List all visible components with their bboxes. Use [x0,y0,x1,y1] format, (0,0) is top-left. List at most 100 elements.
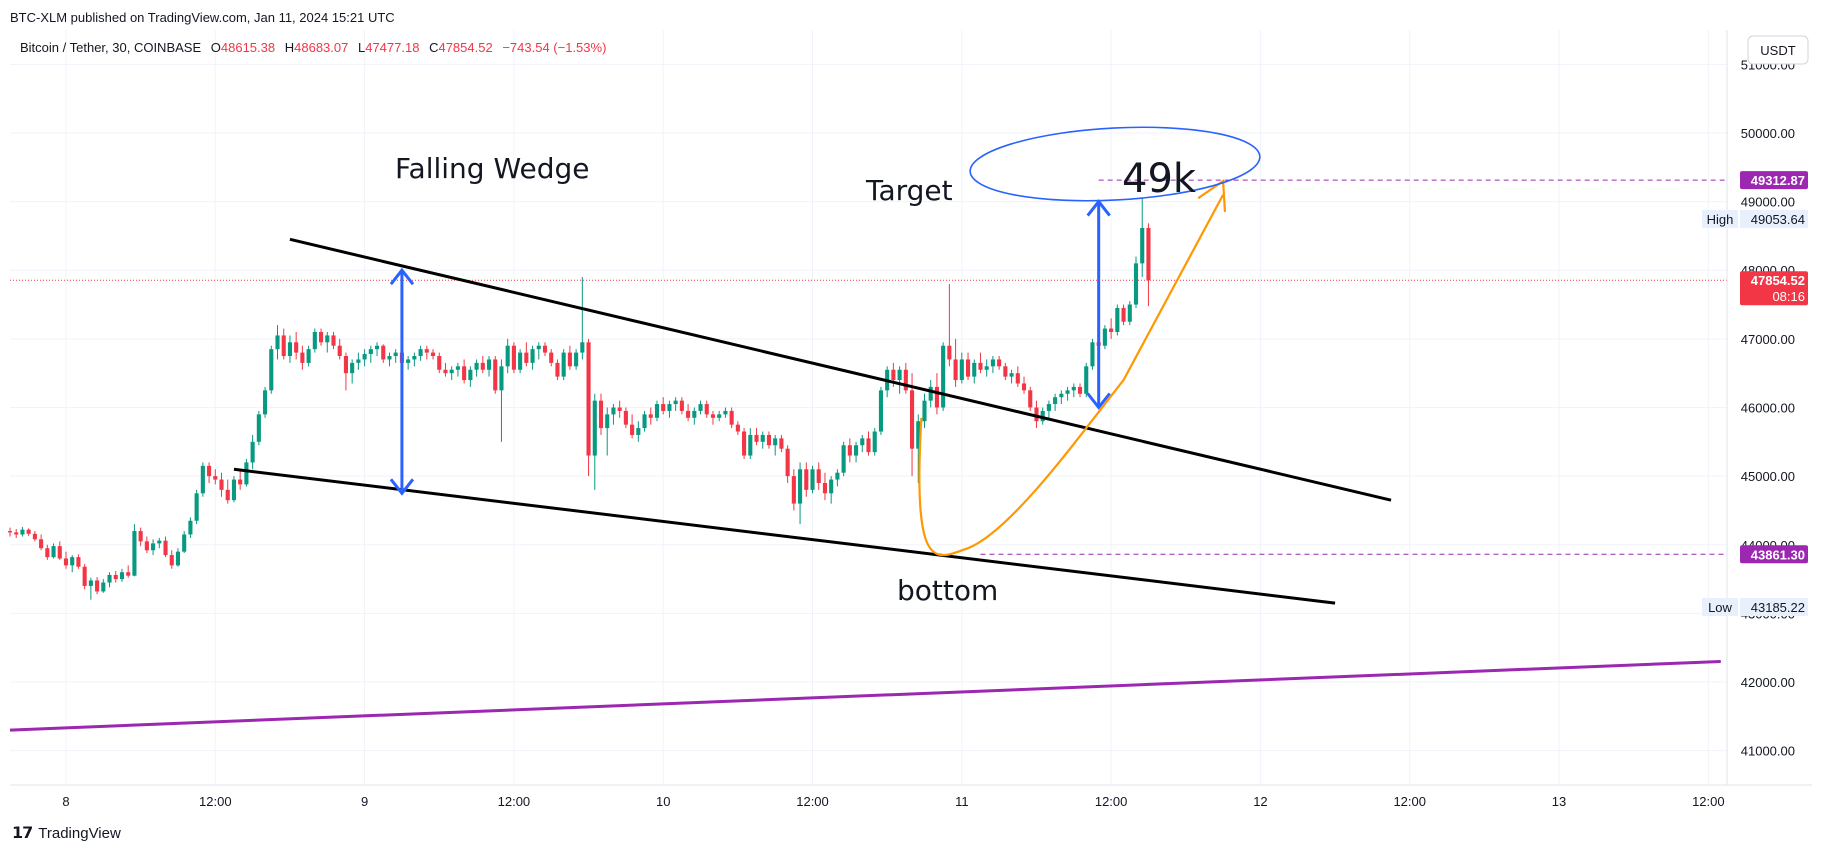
candle-body [928,386,933,401]
candle [126,565,131,578]
arrow-head [1086,392,1111,410]
candle [1053,393,1058,411]
candle [70,555,75,573]
candle-body [1109,328,1114,332]
candle-body [455,366,460,370]
candle [1121,304,1126,326]
candle-body [965,359,971,377]
candle [169,550,174,569]
candle [14,528,19,538]
candle-body [14,532,19,535]
candle-body [7,531,13,533]
target-ellipse [969,126,1261,202]
candle-body [953,359,958,381]
candle-body [984,366,989,370]
candle [287,335,292,363]
hilo-tag-bg [1702,210,1738,228]
measure-arrow-left [389,267,415,496]
candle [312,328,317,353]
candle-body [530,349,535,363]
candle [188,517,193,538]
candle [368,345,373,363]
candle-body [1090,342,1095,367]
candle-body [269,349,274,391]
candle-body [138,531,143,542]
candle [387,352,392,367]
price-axis[interactable]: 41000.0042000.0043000.0044000.0045000.00… [1741,57,1795,758]
candle-body [486,359,492,370]
candle-body [95,580,100,592]
candle-body [39,539,44,549]
price-tick-label: 42000.00 [1741,675,1795,690]
candle-body [1065,390,1070,394]
candle [32,531,37,542]
candle [51,543,56,559]
candle [1040,407,1045,425]
candle-body [244,462,249,485]
target-price-tag: 49312.87 [1740,171,1808,190]
candle [455,362,460,377]
candle-body [922,400,927,422]
candles [7,197,1151,600]
candle [213,469,218,485]
symbol-title: Bitcoin / Tether, 30, COINBASE [20,40,201,55]
candle-body [194,493,199,521]
candle-body [393,352,398,357]
candle [225,479,230,504]
falling-wedge-label: Falling Wedge [395,152,590,185]
time-axis[interactable]: 8 12:00 9 12:00 10 12:00 11 12:00 12 12:00 13 12:00 [62,794,1724,809]
candle [430,349,436,360]
candle-body [511,345,516,370]
candle [947,283,952,367]
candle [530,345,535,370]
low-label: L [358,40,365,55]
candle-body [760,434,765,442]
candle [748,428,753,459]
candle-body [878,390,883,432]
candle-body [636,428,641,435]
candle [443,362,448,377]
candle [922,393,927,429]
candle [381,344,386,363]
candle [157,537,162,549]
hilo-label: High [1707,212,1734,227]
price-tick-label: 45000.00 [1741,469,1795,484]
candle-body [916,421,921,449]
orange-arrow-head [1197,178,1227,212]
candle [648,407,653,425]
candle-body [1127,304,1132,322]
time-tick-label: 12:00 [1393,794,1426,809]
tradingview-logo-icon[interactable]: 𝟭𝟳 [12,825,33,842]
candle-body [343,356,348,374]
time-tick-label: 12:00 [199,794,232,809]
candle [916,414,921,483]
low-tag: Low 43185.22 [1702,598,1808,616]
candle-body [381,345,386,360]
candle [281,328,286,360]
candle-body [63,558,69,566]
candle [1015,366,1020,387]
candle [549,349,554,367]
candle [1034,400,1039,429]
candle [1115,304,1120,336]
candle-body [412,356,417,360]
candle [586,338,591,477]
candle [263,386,268,418]
brand-name[interactable]: TradingView [38,824,121,842]
annotations: Falling Wedge Target 49k bottom [395,152,1197,607]
candle-body [860,438,865,446]
candle [1127,301,1132,326]
hilo-tag-bg [1702,598,1738,616]
candle-body [499,366,504,391]
candle-body [318,332,324,343]
price-tag-bg [1740,545,1808,564]
currency-button[interactable]: USDT [1747,35,1809,65]
candle-body [698,404,703,411]
candle [1133,256,1139,308]
footer: 𝟭𝟳 TradingView [12,823,121,843]
candle-body [841,445,846,473]
candle-body [1034,407,1039,422]
candle [518,349,523,374]
candle-body [872,431,877,453]
